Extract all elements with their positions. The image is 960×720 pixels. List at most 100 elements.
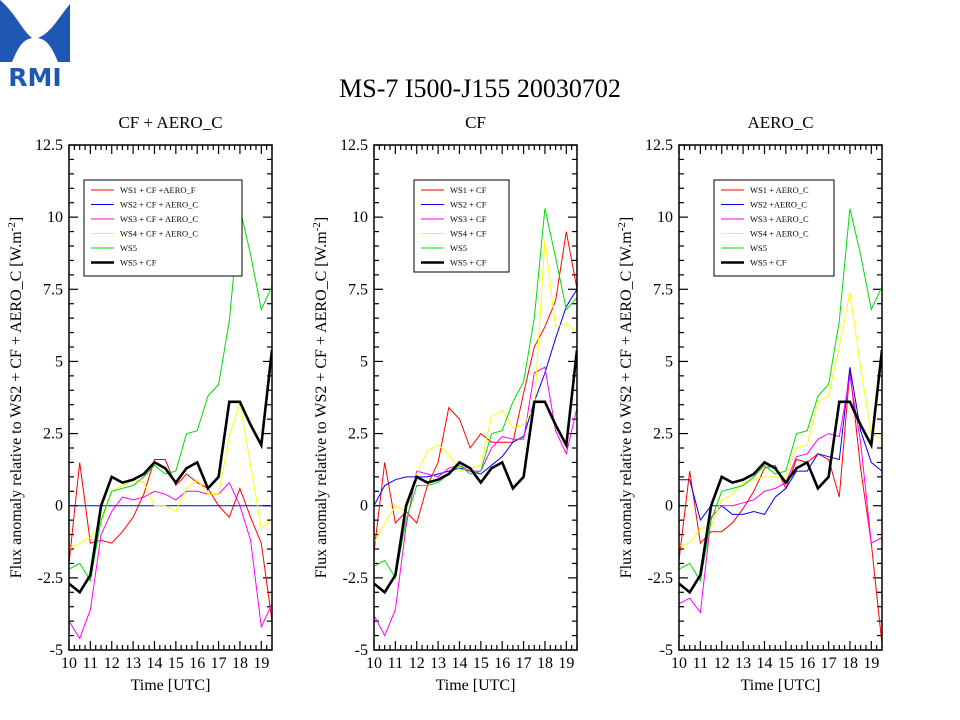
- x-tick-label: 19: [863, 655, 879, 672]
- legend-label: WS5 + CF: [750, 258, 787, 268]
- y-axis-label-end: ]: [8, 217, 25, 222]
- y-tick-label: 0: [55, 498, 63, 515]
- series-line-3: [69, 481, 272, 640]
- x-tick-label: 17: [211, 655, 227, 672]
- y-tick-label: 10: [47, 209, 63, 226]
- chart-title: CF: [465, 113, 486, 132]
- plot-frame: [373, 144, 578, 651]
- x-tick-label: 14: [451, 655, 467, 672]
- x-axis-label: Time [UTC]: [131, 677, 211, 694]
- plot-frame: [678, 144, 883, 651]
- legend-label: WS4 + AERO_C: [750, 229, 809, 239]
- series-line-6: [374, 349, 577, 595]
- series-line-4: [374, 240, 577, 544]
- y-tick-label: 5: [55, 353, 63, 370]
- y-tick-label: 2.5: [653, 426, 673, 443]
- legend-box: [713, 179, 835, 277]
- series-line-6: [679, 349, 882, 595]
- y-tick-label: 7.5: [348, 281, 368, 298]
- legend-label: WS1 + CF: [450, 185, 487, 195]
- chart-panel-2: CF 10 11 12 13 14 15 16 17 18 19 -5 -2.5 0 2.5 5 7.5 10 12…: [311, 113, 578, 694]
- x-tick-label: 15: [473, 655, 489, 672]
- series-line-3: [679, 375, 882, 614]
- x-tick-label: 13: [125, 655, 141, 672]
- x-tick-label: 11: [83, 655, 98, 672]
- legend-box: [83, 179, 243, 277]
- y-tick-label: -5: [355, 642, 368, 659]
- y-tick-label: 10: [352, 209, 368, 226]
- y-axis-label-sup: -2: [6, 222, 18, 231]
- x-tick-label: 10: [366, 655, 382, 672]
- series-line-5: [374, 208, 577, 580]
- legend-label: WS1 + CF +AERO_F: [120, 185, 196, 195]
- y-axis-label: Flux anomaly relative to WS2 + CF + AERO…: [6, 217, 25, 578]
- legend-label: WS2 + CF: [450, 200, 487, 210]
- y-tick-label: -2.5: [648, 570, 673, 587]
- x-tick-label: 12: [714, 655, 730, 672]
- x-tick-label: 14: [146, 655, 162, 672]
- y-axis-label: Flux anomaly relative to WS2 + CF + AERO…: [311, 217, 330, 578]
- page-title: MS-7 I500-J155 20030702: [339, 74, 621, 103]
- x-tick-label: 10: [61, 655, 77, 672]
- y-tick-label: 2.5: [43, 426, 63, 443]
- legend-label: WS3 + CF + AERO_C: [120, 214, 198, 224]
- y-axis-label-main: Flux anomaly relative to WS2 + CF + AERO…: [618, 231, 635, 578]
- legend-label: WS5: [450, 243, 467, 253]
- x-tick-label: 18: [842, 655, 858, 672]
- y-axis-label-sup: -2: [616, 222, 628, 231]
- legend-label: WS3 + CF: [450, 214, 487, 224]
- legend: WS1 + AERO_C WS2 +AERO_C WS3 + AERO_C WS4 +…: [713, 179, 835, 277]
- x-tick-label: 18: [232, 655, 248, 672]
- x-tick-label: 11: [693, 655, 708, 672]
- x-tick-label: 16: [189, 655, 205, 672]
- x-tick-label: 13: [735, 655, 751, 672]
- series-line-3: [374, 366, 577, 637]
- y-tick-label: 12.5: [645, 137, 673, 154]
- series-group: [679, 208, 882, 645]
- x-tick-label: 16: [799, 655, 815, 672]
- y-tick-label: -2.5: [38, 570, 63, 587]
- chart-title: AERO_C: [747, 113, 813, 132]
- y-tick-label: -5: [660, 642, 673, 659]
- y-tick-label: 12.5: [35, 137, 63, 154]
- x-tick-label: 13: [430, 655, 446, 672]
- y-tick-label: -2.5: [343, 570, 368, 587]
- y-tick-label: 5: [360, 353, 368, 370]
- series-line-2: [679, 367, 882, 522]
- y-tick-label: 7.5: [43, 281, 63, 298]
- x-tick-label: 17: [821, 655, 837, 672]
- x-tick-label: 15: [778, 655, 794, 672]
- x-tick-label: 15: [168, 655, 184, 672]
- rmi-logo-right-wave: [38, 4, 70, 62]
- x-tick-label: 19: [558, 655, 574, 672]
- rmi-logo-left-wave: [0, 0, 32, 62]
- chart-panel-3: AERO_C 10 11 12 13 14 15 16 17 18 19 -5 -2.5 0 2.5 5 7.5…: [616, 113, 883, 694]
- legend: WS1 + CF +AERO_F WS2 + CF + AERO_C WS3 + C…: [83, 179, 243, 277]
- legend: WS1 + CF WS2 + CF WS3 + CF WS4 + CF WS5 WS5 +…: [413, 179, 510, 273]
- series-line-1: [374, 231, 577, 552]
- x-tick-label: 12: [409, 655, 425, 672]
- y-axis-label-main: Flux anomaly relative to WS2 + CF + AERO…: [313, 231, 330, 578]
- legend-label: WS3 + AERO_C: [750, 214, 809, 224]
- series-line-5: [679, 208, 882, 583]
- chart-panel-1: CF + AERO_C 10 11 12 13 14 15 16 17 18 19 -5 -2.5 0 2.…: [6, 113, 273, 694]
- y-tick-label: 5: [665, 353, 673, 370]
- x-tick-label: 17: [516, 655, 532, 672]
- legend-box: [413, 179, 510, 273]
- y-tick-label: 12.5: [340, 137, 368, 154]
- y-tick-label: 0: [665, 498, 673, 515]
- x-tick-label: 12: [104, 655, 120, 672]
- y-axis-label-end: ]: [313, 217, 330, 222]
- y-axis-label-main: Flux anomaly relative to WS2 + CF + AERO…: [8, 231, 25, 578]
- x-tick-label: 11: [388, 655, 403, 672]
- x-tick-label: 10: [671, 655, 687, 672]
- x-tick-label: 16: [494, 655, 510, 672]
- legend-label: WS1 + AERO_C: [750, 185, 809, 195]
- rmi-logo: RMI: [0, 0, 70, 92]
- legend-label: WS5 + CF: [120, 258, 157, 268]
- series-line-6: [69, 349, 272, 595]
- legend-label: WS5: [750, 243, 767, 253]
- chart-title: CF + AERO_C: [118, 113, 222, 132]
- x-tick-label: 14: [756, 655, 772, 672]
